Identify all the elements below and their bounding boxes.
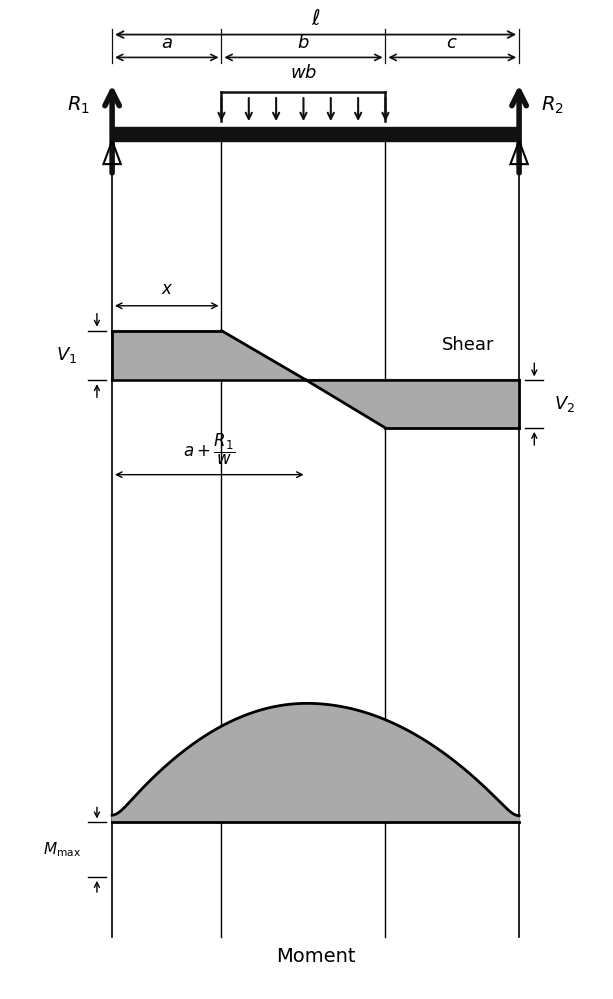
Text: $b$: $b$ [297,34,310,53]
Text: $x$: $x$ [161,280,173,298]
Text: $R_2$: $R_2$ [541,95,564,116]
Text: $a$: $a$ [161,34,173,53]
Text: $V_2$: $V_2$ [554,395,575,415]
Text: $V_1$: $V_1$ [56,346,77,366]
Text: $M_{\mathrm{max}}$: $M_{\mathrm{max}}$ [44,840,82,859]
Text: $\ell$: $\ell$ [311,9,321,29]
Text: $a + \dfrac{R_1}{w}$: $a + \dfrac{R_1}{w}$ [183,432,235,467]
Polygon shape [112,331,306,381]
Text: Shear: Shear [443,336,495,354]
Text: Moment: Moment [276,947,356,966]
Polygon shape [306,381,519,428]
Text: $c$: $c$ [446,34,458,53]
Text: $wb$: $wb$ [290,64,317,82]
Polygon shape [112,703,519,822]
Text: $R_1$: $R_1$ [67,95,90,116]
